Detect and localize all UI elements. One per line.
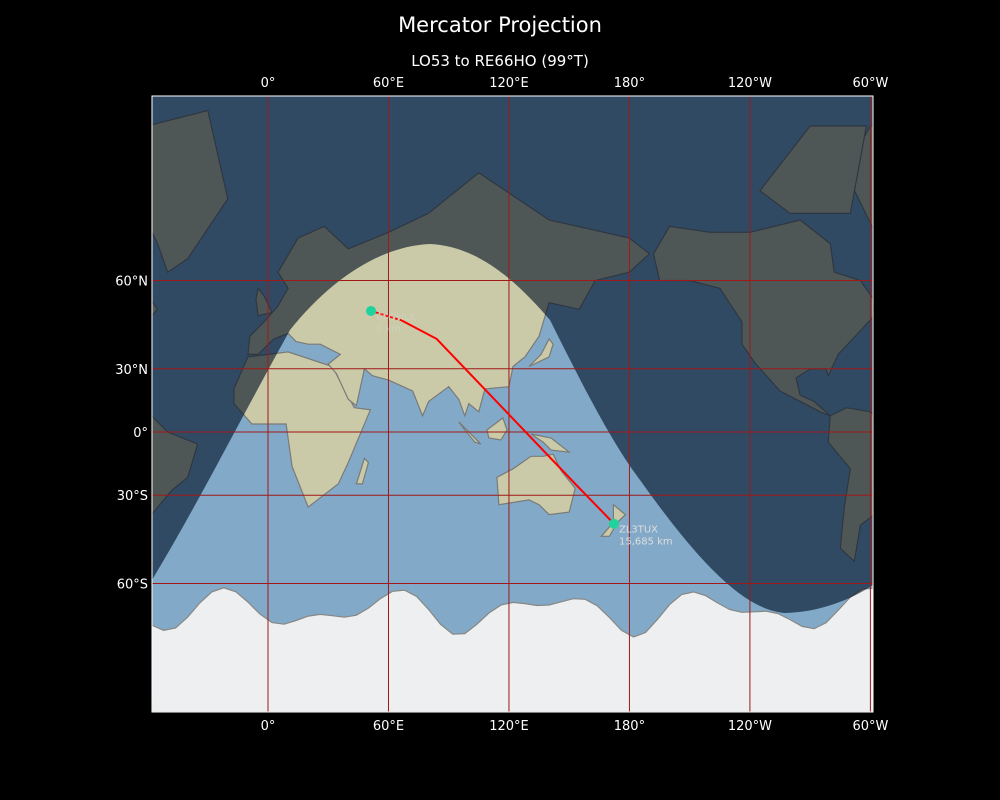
plot-frame	[151, 95, 874, 713]
y-tick-label: 60°S	[117, 578, 148, 593]
station-distance: 15,685 km	[619, 537, 673, 548]
great-circle-path	[370, 310, 615, 525]
x-tick-label-bottom: 180°	[614, 719, 645, 734]
y-tick-label: 30°N	[115, 363, 148, 378]
x-tick-label-top: 180°	[614, 76, 645, 91]
landmass-britain	[979, 288, 995, 315]
landmass-newguinea	[530, 433, 572, 454]
landmass-madagascar	[355, 457, 370, 485]
station-callsign: ZL3TUX	[619, 525, 658, 536]
x-tick-label-top: 60°W	[852, 76, 888, 91]
axis-ticks: 0° 0° 60°E 60°E 120°E 120°E 180° 180° 120°W 120°W…	[115, 76, 888, 734]
x-tick-label-top: 0°	[261, 76, 276, 91]
x-tick-label-bottom: 60°W	[852, 719, 888, 734]
y-tick-label: 0°	[133, 426, 148, 441]
x-tick-label-bottom: 0°	[261, 719, 276, 734]
x-tick-label-top: 60°E	[373, 76, 404, 91]
station-distance: 0 km	[376, 324, 401, 335]
figure-title: Mercator Projection	[398, 13, 602, 37]
landmass-eurasia	[971, 173, 1000, 416]
path-line	[401, 319, 615, 525]
graticule	[152, 96, 873, 712]
x-tick-label-bottom: 120°E	[489, 719, 529, 734]
x-tick-label-bottom: 120°W	[728, 719, 772, 734]
x-tick-label-top: 120°E	[489, 76, 529, 91]
station-marker	[608, 518, 619, 529]
landmass-africa	[957, 352, 1000, 507]
daylight-tint	[152, 244, 873, 712]
station-callsign: UA9HLK	[376, 312, 417, 323]
landmass-sumatra	[458, 421, 482, 445]
night-region	[152, 96, 873, 613]
y-tick-label: 30°S	[117, 489, 148, 504]
landmass-antarctica	[152, 587, 873, 712]
landmass-arctic_islands	[37, 126, 143, 213]
x-tick-label-bottom: 60°E	[373, 719, 404, 734]
landmass-japan	[528, 337, 554, 368]
path-start-segment	[370, 310, 402, 322]
x-tick-label-top: 120°W	[728, 76, 772, 91]
map-subtitle: LO53 to RE66HO (99°T)	[411, 52, 589, 70]
landmass-borneo	[486, 416, 508, 441]
y-tick-label: 60°N	[115, 274, 148, 289]
station-marker	[366, 305, 377, 316]
landmass-australia	[496, 453, 576, 516]
landmass-northamerica	[152, 300, 159, 317]
